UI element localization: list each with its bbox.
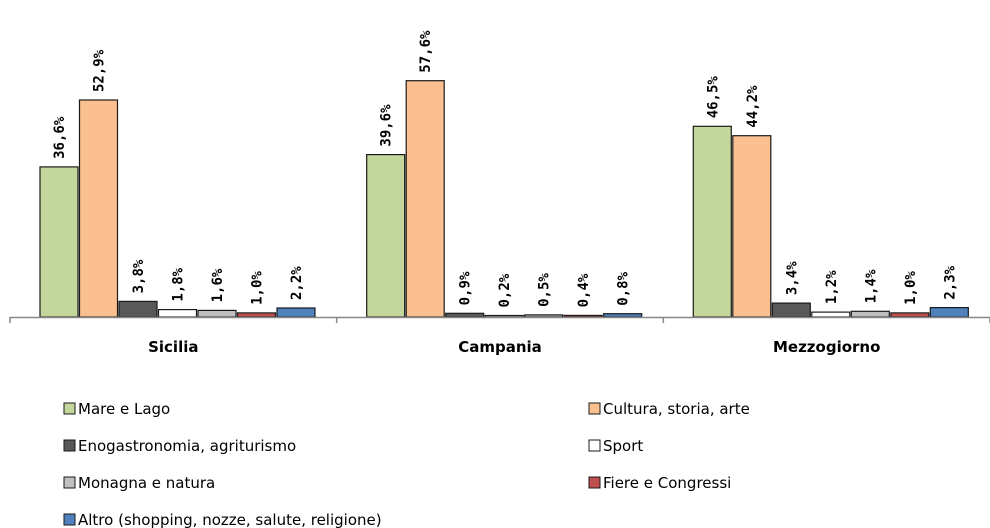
bar-mezzogiorno-monagna-e-natura bbox=[850, 310, 890, 318]
bar-sicilia-enogastronomia-agriturismo bbox=[118, 300, 158, 318]
bar-sicilia-cultura-storia-arte bbox=[78, 99, 119, 318]
data-label-campania-altro-shopping-nozze-salute-religione: 0,8% bbox=[616, 271, 632, 305]
legend-swatch-sport bbox=[588, 439, 601, 452]
data-label-campania-sport: 0,2% bbox=[497, 273, 513, 307]
bar-campania-altro-shopping-nozze-salute-religione bbox=[603, 313, 643, 318]
data-label-campania-monagna-e-natura: 0,5% bbox=[537, 273, 553, 307]
legend-label-monagna-e-natura: Monagna e natura bbox=[78, 474, 215, 492]
data-label-mezzogiorno-mare-e-lago: 46,5% bbox=[705, 76, 721, 119]
legend-swatch-fiere-e-congressi bbox=[588, 476, 601, 489]
data-label-campania-mare-e-lago: 39,6% bbox=[379, 104, 395, 147]
legend-label-mare-e-lago: Mare e Lago bbox=[78, 400, 170, 418]
category-label-sicilia: Sicilia bbox=[148, 338, 198, 356]
bar-mezzogiorno-mare-e-lago bbox=[692, 125, 732, 318]
bar-sicilia-altro-shopping-nozze-salute-religione bbox=[276, 307, 316, 318]
data-label-sicilia-cultura-storia-arte: 52,9% bbox=[92, 49, 108, 92]
legend-label-fiere-e-congressi: Fiere e Congressi bbox=[603, 474, 731, 492]
bar-sicilia-sport bbox=[157, 309, 198, 318]
data-label-sicilia-mare-e-lago: 36,6% bbox=[52, 116, 68, 159]
data-label-campania-cultura-storia-arte: 57,6% bbox=[418, 30, 434, 73]
bar-mezzogiorno-cultura-storia-arte bbox=[732, 135, 772, 318]
bar-sicilia-mare-e-lago bbox=[39, 166, 79, 318]
data-label-mezzogiorno-fiere-e-congressi: 1,0% bbox=[903, 271, 919, 305]
bar-mezzogiorno-fiere-e-congressi bbox=[890, 312, 930, 318]
category-label-campania: Campania bbox=[458, 338, 542, 356]
legend: Mare e Lago Cultura, storia, arte Enogastr… bbox=[63, 400, 750, 528]
plot-area: 36,6% 52,9% 3,8% 1,8% 1,6% 1,0% 2,2% 39,6% 57,6%… bbox=[9, 30, 990, 356]
data-label-sicilia-enogastronomia-agriturismo: 3,8% bbox=[131, 259, 147, 293]
legend-label-enogastronomia-agriturismo: Enogastronomia, agriturismo bbox=[78, 437, 296, 455]
data-label-mezzogiorno-monagna-e-natura: 1,4% bbox=[863, 269, 879, 303]
data-label-sicilia-monagna-e-natura: 1,6% bbox=[210, 268, 226, 302]
data-label-mezzogiorno-enogastronomia-agriturismo: 3,4% bbox=[784, 261, 800, 295]
bar-campania-monagna-e-natura bbox=[524, 314, 564, 318]
data-label-mezzogiorno-cultura-storia-arte: 44,2% bbox=[745, 85, 761, 128]
bar-campania-mare-e-lago bbox=[366, 154, 406, 318]
bar-mezzogiorno-sport bbox=[811, 311, 851, 318]
data-label-sicilia-altro-shopping-nozze-salute-religione: 2,2% bbox=[289, 266, 305, 300]
legend-label-cultura-storia-arte: Cultura, storia, arte bbox=[603, 400, 750, 418]
legend-swatch-altro-shopping-nozze-salute-religione bbox=[63, 513, 76, 526]
legend-swatch-cultura-storia-arte bbox=[588, 402, 601, 415]
data-label-sicilia-sport: 1,8% bbox=[171, 267, 187, 301]
data-label-mezzogiorno-altro-shopping-nozze-salute-religione: 2,3% bbox=[942, 265, 958, 299]
legend-label-sport: Sport bbox=[603, 437, 643, 455]
legend-swatch-monagna-e-natura bbox=[63, 476, 76, 489]
bar-mezzogiorno-enogastronomia-agriturismo bbox=[771, 302, 811, 318]
category-label-mezzogiorno: Mezzogiorno bbox=[773, 338, 880, 356]
data-label-mezzogiorno-sport: 1,2% bbox=[824, 270, 840, 304]
data-label-campania-fiere-e-congressi: 0,4% bbox=[576, 273, 592, 307]
bar-sicilia-fiere-e-congressi bbox=[236, 312, 277, 318]
bar-mezzogiorno-altro-shopping-nozze-salute-religione bbox=[929, 307, 969, 318]
data-label-sicilia-fiere-e-congressi: 1,0% bbox=[250, 271, 266, 305]
bar-campania-enogastronomia-agriturismo bbox=[445, 312, 485, 318]
legend-label-altro-shopping-nozze-salute-religione: Altro (shopping, nozze, salute, religion… bbox=[78, 511, 382, 528]
legend-swatch-enogastronomia-agriturismo bbox=[63, 439, 76, 452]
bar-sicilia-monagna-e-natura bbox=[197, 309, 237, 318]
data-label-campania-enogastronomia-agriturismo: 0,9% bbox=[458, 271, 474, 305]
legend-swatch-mare-e-lago bbox=[63, 402, 76, 415]
bar-campania-cultura-storia-arte bbox=[405, 80, 445, 318]
